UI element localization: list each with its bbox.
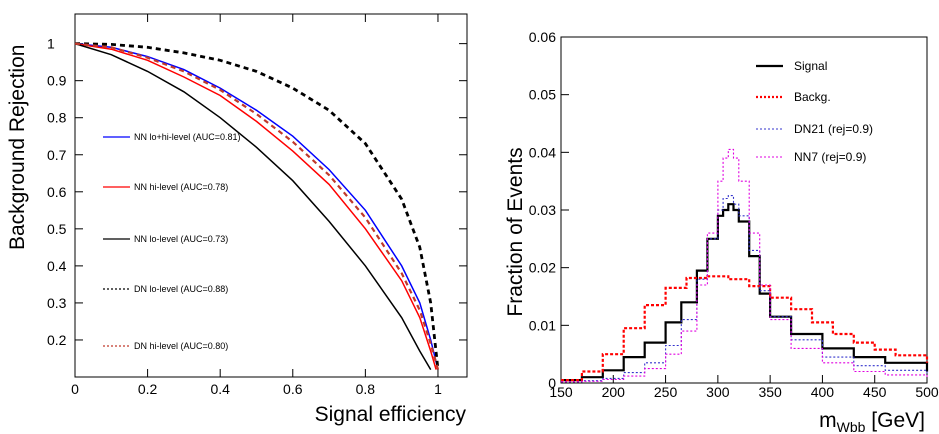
right-legend: Signal Backg. DN21 (rej=0.9) NN7 (rej=0.9) — [756, 59, 873, 164]
left-y-tick-label: 0.2 — [47, 332, 67, 348]
right-y-tick-label: 0.06 — [529, 29, 556, 45]
left-series-group — [74, 42, 440, 370]
left-x-tick-label: 1 — [434, 381, 442, 397]
right-y-tick-label: 0.03 — [529, 202, 556, 218]
left-x-tick-label: 0.8 — [356, 381, 376, 397]
right-legend-label-2: DN21 (rej=0.9) — [794, 122, 873, 136]
right-x-tick-label: 350 — [758, 384, 782, 400]
right-ticks: 150 200 250 300 350 400 450 500 0 0.01 0.02 0.03 0.0… — [529, 29, 939, 400]
left-x-tick-label: 0.2 — [138, 381, 158, 397]
right-x-tick-label: 450 — [863, 384, 887, 400]
right-x-tick-label: 300 — [706, 384, 730, 400]
left-y-tick-label: 0.7 — [47, 147, 67, 163]
left-y-axis-title: Background Rejection — [6, 45, 29, 250]
left-legend-label-4: DN hi-level (AUC=0.80) — [134, 341, 228, 351]
left-legend: NN lo+hi-level (AUC=0.81) NN hi-level (AU… — [103, 132, 241, 351]
right-series-line-3 — [561, 148, 928, 383]
left-ticks: 0 0.2 0.4 0.6 0.8 1 0.2 0.3 0.4 0.5 0.6 0.7 0.8 0.9 1 — [47, 14, 467, 397]
right-series-line-1 — [561, 275, 929, 382]
left-panel: 0 0.2 0.4 0.6 0.8 10.20.30.40.50.60.70.80.91 … — [6, 13, 468, 426]
right-x-axis-title: mWbb [GeV] — [819, 409, 925, 434]
left-y-tick-label: 0.5 — [47, 221, 67, 237]
right-y-tick-label: 0.04 — [529, 144, 556, 160]
left-y-tick-label: 1 — [47, 36, 55, 52]
right-plot-frame — [560, 36, 928, 384]
left-x-tick-label: 0 — [71, 381, 79, 397]
right-x-tick-label: 400 — [811, 384, 835, 400]
right-legend-label-0: Signal — [794, 59, 827, 73]
right-y-axis-title: Fraction of Events — [504, 147, 527, 316]
right-y-tick-label: 0.05 — [529, 87, 556, 103]
left-y-tick-label: 0.4 — [47, 258, 67, 274]
left-y-tick-label: 0.3 — [47, 295, 67, 311]
left-y-tick-label: 0.8 — [47, 110, 67, 126]
right-x-tick-label: 200 — [602, 384, 626, 400]
right-legend-label-3: NN7 (rej=0.9) — [794, 150, 866, 164]
right-y-tick-label: 0.01 — [529, 317, 556, 333]
left-series-line-1 — [74, 42, 437, 370]
left-series-line-3 — [74, 42, 440, 370]
left-series-line-0 — [74, 42, 439, 370]
left-y-tick-label: 0.9 — [47, 73, 67, 89]
right-x-tick-label: 500 — [915, 384, 939, 400]
left-x-axis-title: Signal efficiency — [315, 403, 467, 426]
left-y-tick-label: 0.6 — [47, 184, 67, 200]
right-x-tick-label: 150 — [549, 384, 573, 400]
left-series-line-4 — [74, 42, 440, 370]
right-y-tick-label: 0 — [548, 375, 556, 391]
left-legend-label-0: NN lo+hi-level (AUC=0.81) — [134, 132, 241, 142]
right-x-tick-label: 250 — [654, 384, 678, 400]
right-y-tick-label: 0.02 — [529, 260, 556, 276]
right-panel: 150 200 250 300 350 400 450 500 0 0.01 0.02 0.03 0.0… — [504, 29, 939, 434]
left-x-tick-label: 0.4 — [210, 381, 230, 397]
right-legend-label-1: Backg. — [794, 90, 831, 104]
left-legend-label-1: NN hi-level (AUC=0.78) — [134, 182, 228, 192]
left-plot-frame — [74, 13, 468, 378]
left-x-tick-label: 0.6 — [283, 381, 303, 397]
right-series-group — [561, 148, 929, 383]
right-series-line-0 — [561, 203, 929, 382]
left-legend-label-3: DN lo-level (AUC=0.88) — [134, 284, 228, 294]
left-series-line-2 — [74, 42, 432, 370]
left-legend-label-2: NN lo-level (AUC=0.73) — [134, 234, 228, 244]
